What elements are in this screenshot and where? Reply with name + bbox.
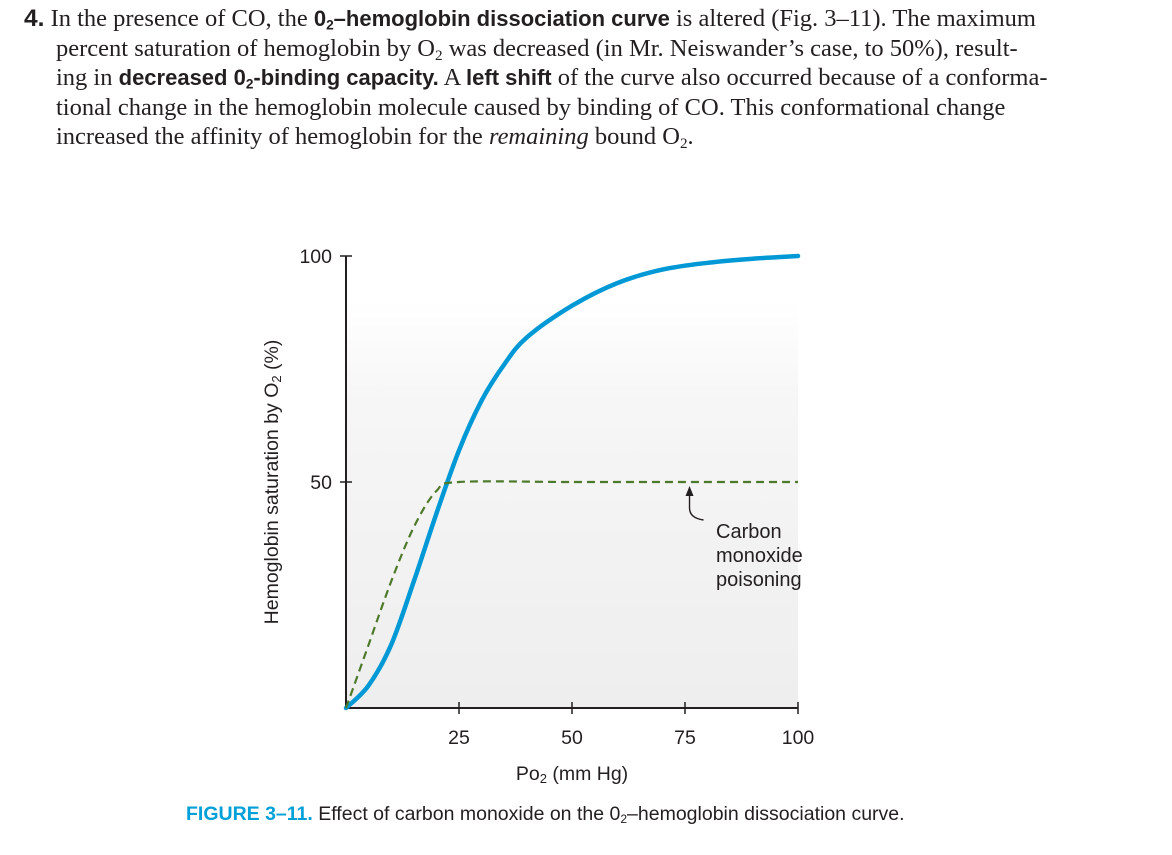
x-tick-label: 25 <box>448 727 470 749</box>
label-text: Hemoglobin saturation by O <box>261 383 283 625</box>
annotation-line-1: Carbon <box>716 521 782 543</box>
x-tick-label: 50 <box>561 727 583 749</box>
text-run: 0 <box>313 6 327 31</box>
paragraph-line-5: increased the affinity of hemoglobin for… <box>24 122 1144 152</box>
label-subscript: 2 <box>540 771 547 786</box>
normal-dissociation-curve <box>343 253 801 711</box>
label-text: (mm Hg) <box>547 763 628 785</box>
figure-caption: FIGURE 3–11. Effect of carbon monoxide o… <box>186 803 905 826</box>
y-tick-label: 50 <box>310 472 332 494</box>
figure-label: FIGURE 3–11. <box>186 803 313 825</box>
paragraph-line-1: 4. In the presence of CO, the 02–hemoglo… <box>24 4 1144 34</box>
text-run: percent saturation of hemoglobin by O <box>56 34 435 62</box>
subscript: 2 <box>245 76 254 92</box>
x-tick-label: 100 <box>782 727 815 749</box>
paragraph-line-3: ing in decreased 02-binding capacity. A … <box>24 63 1144 93</box>
paragraph-line-4: tional change in the hemoglobin molecule… <box>56 93 1006 121</box>
text-run: . <box>687 123 694 150</box>
text-run: was decreased (in Mr. Neiswander’s case,… <box>442 34 1018 62</box>
text-run: of the curve also occurred because of a … <box>551 64 1048 91</box>
item-number: 4. <box>24 5 45 32</box>
text-run: In the presence of CO, the <box>50 5 314 32</box>
subscript: 2 <box>326 17 334 33</box>
label-subscript: 2 <box>269 375 284 382</box>
text-run: bound O <box>588 123 680 150</box>
text-run: A <box>438 64 467 91</box>
x-axis-label: Po2 (mm Hg) <box>516 763 628 786</box>
annotation-arrow <box>688 494 704 521</box>
text-run: –hemoglobin dissociation curve <box>333 6 670 31</box>
label-text: Po <box>516 763 540 785</box>
annotation-line-3: poisoning <box>716 569 802 591</box>
plot-background <box>346 300 798 708</box>
y-axis-label: Hemoglobin saturation by O2 (%) <box>261 340 284 625</box>
bold-term: left shift <box>466 65 552 90</box>
caption-text: Effect of carbon monoxide on the 0 <box>312 803 621 825</box>
paragraph-line-2: percent saturation of hemoglobin by O2 w… <box>24 34 1144 64</box>
co-poisoning-curve <box>344 480 798 709</box>
caption-subscript: 2 <box>620 812 628 827</box>
subscript: 2 <box>434 46 443 64</box>
y-tick-label: 100 <box>299 246 332 268</box>
subscript: 2 <box>679 134 688 152</box>
text-run: decreased 0 <box>118 65 246 90</box>
tick-labels: 25 50 75 100 50 100 <box>299 246 814 749</box>
bold-term: 02–hemoglobin dissociation curve <box>313 6 670 33</box>
text-run: is altered (Fig. 3–11). The maximum <box>669 5 1036 32</box>
annotation-line-2: monoxide <box>716 545 803 567</box>
x-tick-label: 75 <box>674 727 696 749</box>
italic-term: remaining <box>488 123 589 150</box>
text-run: increased the affinity of hemoglobin for… <box>56 123 489 150</box>
body-paragraph: 4. In the presence of CO, the 02–hemoglo… <box>24 4 1144 152</box>
text-run: ing in <box>56 64 119 91</box>
caption-text: –hemoglobin dissociation curve. <box>627 803 905 825</box>
text-run: -binding capacity. <box>253 65 439 90</box>
annotation-arrowhead <box>685 486 694 496</box>
label-text: (%) <box>261 340 283 376</box>
bold-term: decreased 02-binding capacity. <box>118 65 439 92</box>
